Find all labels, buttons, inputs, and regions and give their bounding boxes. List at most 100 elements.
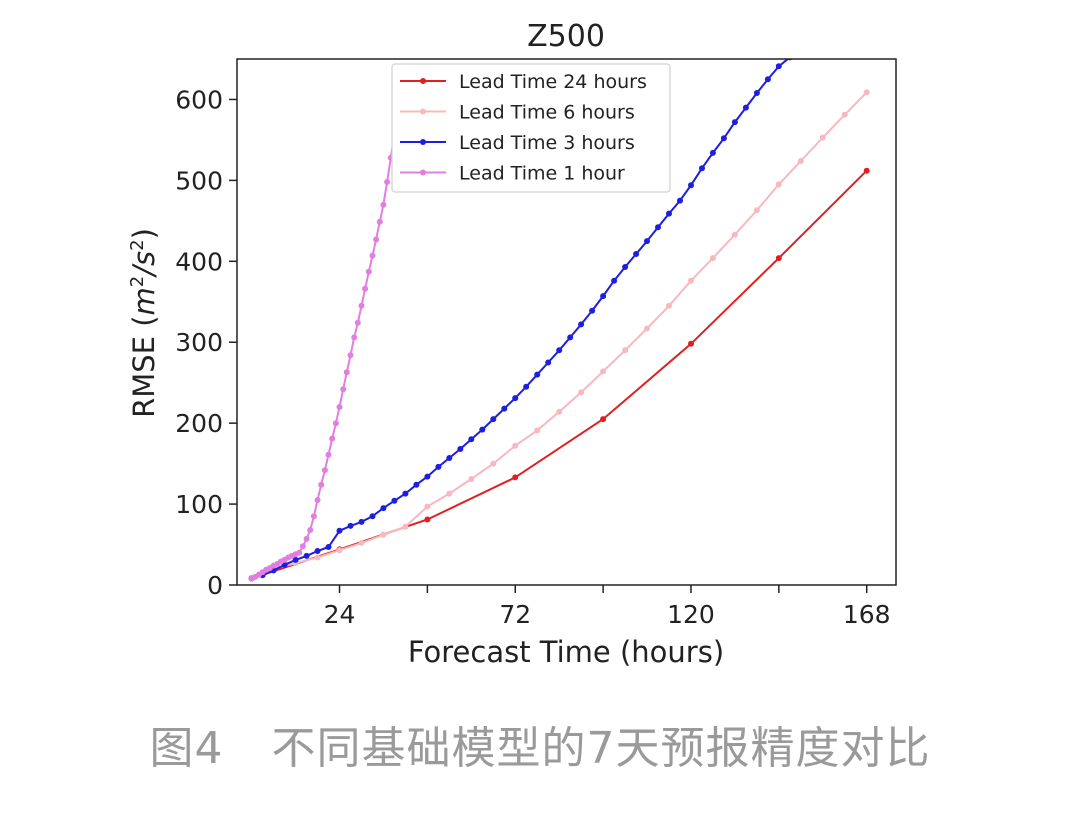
data-point [446, 490, 453, 497]
data-point [343, 369, 350, 376]
y-axis: 0 100 200 300 400 500 600 [175, 85, 237, 600]
data-point [534, 427, 541, 434]
data-point [512, 442, 519, 449]
data-point [709, 255, 716, 262]
data-point [622, 347, 629, 354]
x-axis: 24 72 120 168 [324, 585, 891, 629]
data-point [490, 416, 497, 423]
data-point [775, 63, 782, 70]
data-point [321, 467, 328, 474]
series-lead-time-3-hours [248, 48, 804, 582]
legend-label: Lead Time 6 hours [459, 102, 635, 124]
data-point [731, 231, 738, 238]
data-point [863, 89, 870, 96]
data-point [376, 218, 383, 225]
data-point [666, 210, 672, 217]
y-tick-label: 200 [175, 409, 223, 438]
legend-swatch-marker [420, 78, 426, 84]
data-point [296, 549, 303, 556]
data-point [303, 552, 310, 559]
legend-swatch-marker [420, 169, 426, 176]
data-point [347, 522, 354, 529]
data-point [775, 255, 782, 262]
data-point [307, 527, 314, 533]
data-point [325, 544, 332, 550]
legend-box [391, 63, 671, 193]
x-tick-label: 168 [843, 600, 891, 629]
data-point [633, 251, 640, 257]
data-point [380, 505, 387, 512]
data-point [490, 460, 497, 467]
legend-entry: Lead Time 1 hour [400, 163, 625, 185]
data-point [310, 513, 317, 520]
legend-swatch-marker [420, 139, 426, 145]
data-point [764, 76, 771, 83]
data-point [611, 277, 618, 284]
data-point [819, 134, 826, 141]
data-point [380, 201, 387, 208]
data-point [655, 224, 661, 231]
data-point [798, 48, 804, 54]
y-tick-label: 600 [175, 85, 223, 114]
data-point [775, 181, 782, 188]
legend-label: Lead Time 3 hours [459, 132, 635, 154]
y-tick-label: 400 [175, 247, 223, 276]
data-point [384, 179, 391, 185]
data-point [362, 285, 369, 292]
data-point [731, 119, 738, 126]
chart-title: Z500 [527, 19, 605, 54]
figure-number: 图4 [149, 723, 224, 774]
plot-frame [236, 58, 897, 586]
data-point [589, 307, 596, 314]
data-point [753, 207, 760, 214]
data-point [600, 293, 607, 300]
data-point [720, 135, 727, 142]
plot-area [248, 48, 870, 582]
data-point [512, 474, 519, 481]
legend-label: Lead Time 24 hours [459, 71, 647, 93]
y-tick-label: 300 [175, 328, 223, 357]
data-point [373, 236, 380, 243]
data-point [578, 389, 585, 396]
data-point [391, 497, 398, 504]
data-point [351, 334, 358, 341]
data-point [688, 182, 694, 189]
x-tick-label: 72 [499, 600, 531, 629]
data-point [622, 264, 629, 270]
data-point [446, 455, 453, 461]
chart: Z500 24 72 120 168 0 100 200 300 400 500 600 Fore… [127, 19, 897, 669]
data-point [457, 446, 464, 452]
x-tick-label: 120 [667, 600, 715, 629]
data-point [677, 197, 683, 204]
data-point [688, 340, 694, 347]
legend-swatch-marker [420, 108, 426, 115]
y-axis-label: RMSE (m2/s2) [127, 228, 161, 418]
data-point [567, 334, 574, 341]
figure-caption-text: 不同基础模型的7天预报精度对比 [271, 723, 931, 774]
series-line-lead-time-1-hour [251, 133, 396, 580]
series-lead-time-24-hours [248, 167, 870, 582]
data-point [688, 277, 694, 284]
data-point [468, 436, 475, 443]
data-point [369, 513, 376, 520]
data-point [299, 543, 306, 550]
data-point [709, 149, 716, 156]
legend-entry: Lead Time 6 hours [400, 102, 635, 124]
data-point [644, 325, 650, 332]
data-point [699, 165, 705, 172]
data-point [742, 104, 749, 111]
series-line-lead-time-24-hours [251, 169, 868, 580]
data-point [556, 408, 563, 415]
data-point [600, 368, 607, 375]
data-point [578, 321, 585, 328]
data-point [365, 268, 372, 275]
data-point [358, 539, 365, 546]
legend-entry: Lead Time 3 hours [400, 132, 635, 154]
data-point [380, 531, 387, 538]
data-point [479, 426, 486, 433]
data-point [501, 405, 508, 412]
legend: Lead Time 24 hours Lead Time 6 hours Lead … [391, 63, 671, 193]
data-point [303, 535, 310, 542]
data-point [354, 319, 361, 326]
data-point [340, 386, 347, 393]
